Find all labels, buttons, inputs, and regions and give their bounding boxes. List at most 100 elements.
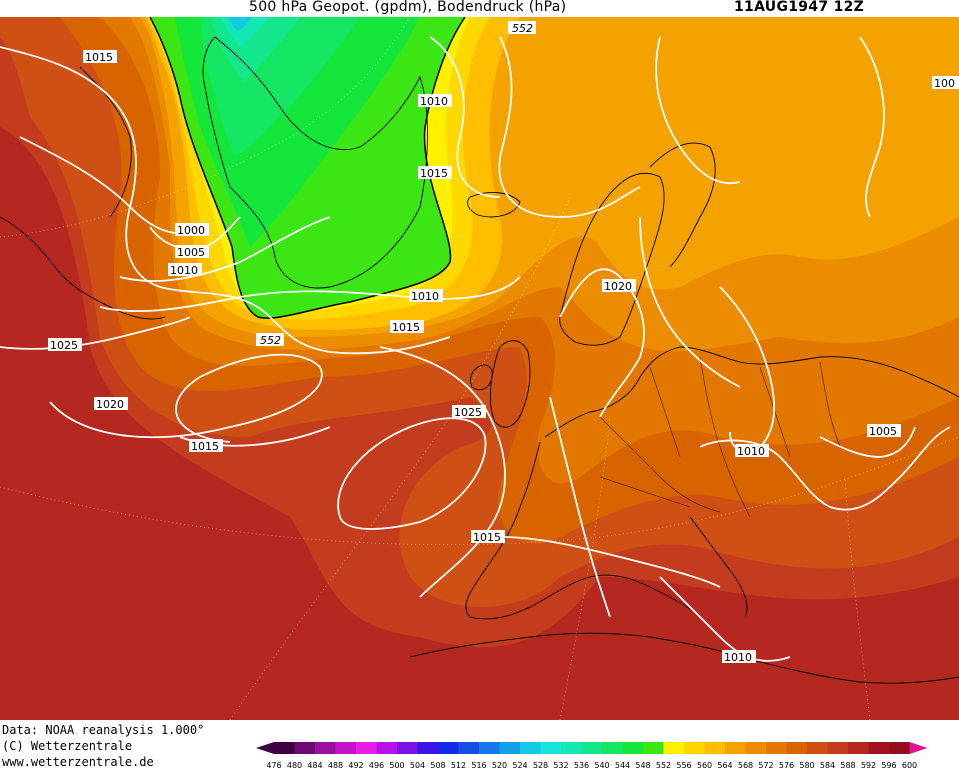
legend-tick-label: 536 [574, 761, 589, 770]
svg-text:1000: 1000 [177, 224, 205, 237]
legend-tick-label: 544 [615, 761, 630, 770]
svg-text:1015: 1015 [473, 531, 501, 544]
svg-text:1020: 1020 [96, 398, 124, 411]
pressure-label: 1010 [418, 94, 452, 108]
legend-swatch [335, 742, 357, 754]
data-source-line: Data: NOAA reanalysis 1.000° [2, 723, 205, 737]
legend-tick-label: 480 [287, 761, 302, 770]
legend-tick-label: 576 [779, 761, 794, 770]
svg-text:1015: 1015 [392, 321, 420, 334]
pressure-label: 1015 [418, 166, 452, 180]
pressure-label: 1010 [735, 444, 769, 458]
legend-tick-label: 560 [697, 761, 712, 770]
pressure-label: 1025 [452, 405, 486, 419]
map-title-bar: 500 hPa Geopot. (gpdm), Bodendruck (hPa)… [0, 0, 959, 17]
legend-tick-label: 572 [758, 761, 773, 770]
svg-text:1015: 1015 [420, 167, 448, 180]
svg-text:100: 100 [934, 77, 955, 90]
color-legend: 476 480 484 488 492 496 500 504 508 512 516 520 524 5… [256, 742, 928, 770]
map-title: 500 hPa Geopot. (gpdm), Bodendruck (hPa) [249, 0, 567, 15]
legend-swatch [315, 742, 336, 754]
legend-swatch [704, 742, 726, 754]
legend-tick-label: 548 [635, 761, 650, 770]
legend-swatch [458, 742, 480, 754]
svg-text:1020: 1020 [604, 280, 632, 293]
legend-tick-label: 496 [369, 761, 384, 770]
legend-tick-label: 528 [533, 761, 548, 770]
legend-swatch [499, 742, 521, 754]
pressure-label: 1020 [94, 397, 128, 411]
legend-swatch [438, 742, 459, 754]
svg-text:1015: 1015 [85, 51, 113, 64]
legend-swatch [827, 742, 849, 754]
map-date: 11AUG1947 12Z [734, 0, 865, 15]
legend-swatch [376, 742, 398, 754]
legend-tick-label: 512 [451, 761, 466, 770]
legend-tick-label: 492 [348, 761, 363, 770]
copyright-line: (C) Wetterzentrale [2, 739, 133, 753]
svg-text:1005: 1005 [177, 246, 205, 259]
legend-tick-label: 504 [410, 761, 425, 770]
legend-swatch [889, 742, 910, 754]
legend-tick-label: 520 [492, 761, 507, 770]
svg-text:1010: 1010 [420, 95, 448, 108]
legend-swatch [745, 742, 767, 754]
legend-swatch [602, 742, 623, 754]
pressure-label: 1015 [390, 320, 424, 334]
legend-tick-label: 500 [389, 761, 404, 770]
legend-tick-label: 584 [820, 761, 835, 770]
legend-swatch [581, 742, 603, 754]
pressure-label: 1000 [175, 223, 209, 237]
website-link[interactable]: www.wetterzentrale.de [2, 755, 154, 769]
legend-tick-label: 524 [512, 761, 527, 770]
svg-text:1025: 1025 [50, 339, 78, 352]
legend-swatch [397, 742, 418, 754]
pressure-label: 100 [932, 76, 959, 90]
weather-map: 552 552 1015 1010 1015 1000 1005 1010 10… [0, 17, 959, 720]
legend-swatch [294, 742, 316, 754]
legend-swatch [868, 742, 890, 754]
pressure-label: 1010 [722, 650, 756, 664]
geopotential-label-552-bottom: 552 [256, 333, 284, 347]
legend-swatch [520, 742, 541, 754]
svg-text:552: 552 [512, 22, 533, 35]
lat-lon-grid [0, 17, 959, 720]
legend-swatch [274, 742, 295, 754]
legend-swatch [479, 742, 500, 754]
svg-text:1010: 1010 [737, 445, 765, 458]
pressure-label: 1010 [409, 289, 443, 303]
legend-swatch [356, 742, 377, 754]
legend-tick-label: 580 [799, 761, 814, 770]
svg-text:1010: 1010 [724, 651, 752, 664]
legend-tick-label: 568 [738, 761, 753, 770]
legend-swatch [561, 742, 582, 754]
legend-tick-label: 532 [553, 761, 568, 770]
country-borders [599, 356, 841, 518]
legend-swatch [643, 742, 664, 754]
fill-band-528 [228, 17, 252, 31]
legend-tick-label: 564 [717, 761, 732, 770]
geopotential-contour-552 [149, 17, 466, 319]
svg-text:1005: 1005 [869, 425, 897, 438]
footer: Data: NOAA reanalysis 1.000° (C) Wetterz… [0, 720, 959, 770]
legend-tick-label: 508 [430, 761, 445, 770]
legend-swatch [848, 742, 869, 754]
pressure-label: 1010 [168, 263, 202, 277]
pressure-label: 1005 [175, 245, 209, 259]
legend-swatch [663, 742, 685, 754]
legend-swatch [786, 742, 808, 754]
legend-swatch [766, 742, 787, 754]
pressure-label: 1015 [471, 530, 505, 544]
legend-tick-label: 600 [902, 761, 917, 770]
legend-tick-label: 488 [328, 761, 343, 770]
legend-tick-label: 596 [881, 761, 896, 770]
legend-arrow-right [909, 742, 928, 754]
pressure-label: 1015 [189, 439, 223, 453]
legend-tick-label: 484 [307, 761, 322, 770]
pressure-label: 1015 [83, 50, 117, 64]
svg-text:1025: 1025 [454, 406, 482, 419]
svg-text:552: 552 [260, 334, 281, 347]
geopotential-label-552-top: 552 [508, 21, 536, 35]
legend-swatch [684, 742, 705, 754]
legend-swatch [807, 742, 828, 754]
